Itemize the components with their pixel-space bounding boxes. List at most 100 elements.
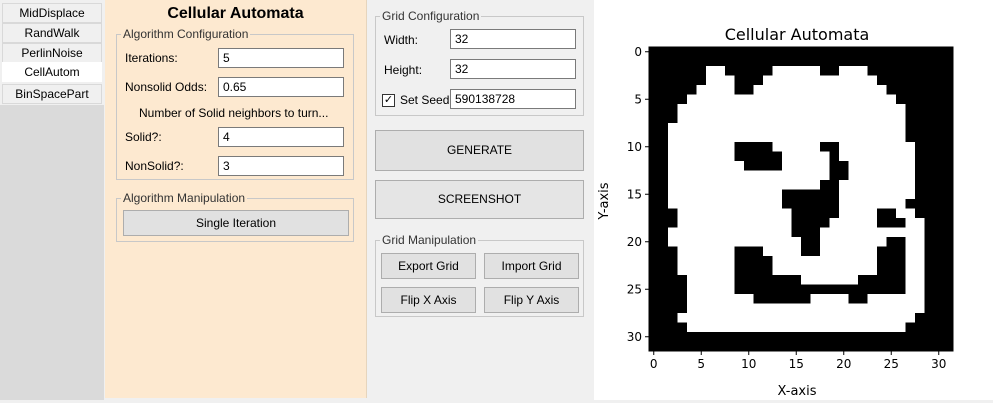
grid-cell xyxy=(858,180,868,190)
height-input[interactable]: 32 xyxy=(450,59,576,79)
grid-cell xyxy=(905,322,916,333)
seed-input[interactable]: 590138728 xyxy=(450,89,576,109)
grid-cell xyxy=(687,208,697,219)
grid-cell xyxy=(649,332,659,342)
x-tick-label: 25 xyxy=(884,357,899,371)
grid-cell xyxy=(734,294,745,304)
flip-x-axis-button[interactable]: Flip X Axis xyxy=(381,287,476,313)
tab-randwalk[interactable]: RandWalk xyxy=(2,23,102,43)
nonsolid-odds-input[interactable]: 0.65 xyxy=(218,77,344,97)
grid-cell xyxy=(820,284,830,295)
grid-cell xyxy=(934,218,944,228)
grid-cell xyxy=(839,332,849,342)
grid-cell xyxy=(782,303,792,314)
grid-cell xyxy=(915,161,925,171)
grid-cell xyxy=(829,208,840,219)
tab-cellautom[interactable]: CellAutom xyxy=(2,62,102,82)
grid-cell xyxy=(715,275,726,285)
grid-cell xyxy=(886,208,897,219)
grid-cell xyxy=(677,218,688,228)
import-grid-button[interactable]: Import Grid xyxy=(484,253,579,279)
grid-cell xyxy=(772,199,783,209)
grid-cell xyxy=(706,75,716,86)
generate-button[interactable]: GENERATE xyxy=(375,130,584,171)
grid-cell xyxy=(858,303,868,314)
grid-cell xyxy=(753,180,764,190)
grid-cell xyxy=(915,47,925,57)
single-iteration-button[interactable]: Single Iteration xyxy=(123,210,349,236)
grid-cell xyxy=(839,189,849,200)
grid-cell xyxy=(696,85,707,95)
tab-middisplace[interactable]: MidDisplace xyxy=(2,3,102,23)
grid-cell xyxy=(924,284,935,295)
flip-y-axis-button[interactable]: Flip Y Axis xyxy=(484,287,579,313)
grid-cell xyxy=(829,161,840,171)
grid-cell xyxy=(734,227,745,238)
tab-perlinnoise[interactable]: PerlinNoise xyxy=(2,43,102,63)
grid-cell xyxy=(839,275,849,285)
grid-cell xyxy=(791,189,802,200)
grid-cell xyxy=(658,113,669,124)
grid-cell xyxy=(924,322,935,333)
width-input[interactable]: 32 xyxy=(450,29,576,49)
grid-cell xyxy=(725,265,735,276)
grid-cell xyxy=(905,208,916,219)
grid-cell xyxy=(839,246,849,257)
grid-cell xyxy=(753,284,764,295)
grid-cell xyxy=(886,341,897,352)
grid-cell xyxy=(924,332,935,342)
grid-cell xyxy=(924,56,935,67)
grid-cell xyxy=(810,256,821,266)
grid-cell xyxy=(791,161,802,171)
grid-cell xyxy=(734,237,745,247)
grid-cell xyxy=(877,227,887,238)
grid-cell xyxy=(763,151,773,162)
grid-cell xyxy=(677,256,688,266)
grid-cell xyxy=(896,322,906,333)
set-seed-checkbox[interactable]: ✓ xyxy=(382,94,395,107)
grid-cell xyxy=(848,47,859,57)
grid-cell xyxy=(858,56,868,67)
nonsolid-input[interactable]: 3 xyxy=(218,156,344,176)
grid-cell xyxy=(715,256,726,266)
grid-cell xyxy=(848,208,859,219)
grid-cell xyxy=(725,218,735,228)
grid-cell xyxy=(744,265,754,276)
grid-cell xyxy=(924,104,935,114)
grid-cell xyxy=(858,332,868,342)
grid-cell xyxy=(734,170,745,181)
grid-cell xyxy=(772,265,783,276)
grid-cell xyxy=(725,113,735,124)
nonsolid-label: NonSolid?: xyxy=(125,159,184,173)
grid-cell xyxy=(801,94,811,105)
grid-cell xyxy=(924,123,935,133)
grid-cell xyxy=(715,75,726,86)
grid-cell xyxy=(744,104,754,114)
grid-cell xyxy=(668,256,678,266)
grid-cell xyxy=(725,47,735,57)
grid-cell xyxy=(715,113,726,124)
grid-cell xyxy=(772,294,783,304)
grid-cell xyxy=(915,265,925,276)
grid-cell xyxy=(829,256,840,266)
grid-cell xyxy=(791,104,802,114)
grid-cell xyxy=(649,47,659,57)
tab-binspacepart[interactable]: BinSpacePart xyxy=(2,84,102,104)
screenshot-button[interactable]: SCREENSHOT xyxy=(375,180,584,219)
grid-cell xyxy=(725,341,735,352)
grid-cell xyxy=(810,66,821,76)
grid-cell xyxy=(782,246,792,257)
grid-cell xyxy=(915,132,925,143)
iterations-input[interactable]: 5 xyxy=(218,48,344,68)
solid-input[interactable]: 4 xyxy=(218,127,344,147)
grid-cell xyxy=(649,75,659,86)
group-label: Algorithm Configuration xyxy=(121,27,251,41)
grid-cell xyxy=(896,303,906,314)
grid-cell xyxy=(886,132,897,143)
grid-cell xyxy=(915,218,925,228)
grid-cell xyxy=(867,85,878,95)
grid-cell xyxy=(924,294,935,304)
grid-cell xyxy=(829,275,840,285)
export-grid-button[interactable]: Export Grid xyxy=(381,253,476,279)
grid-cell xyxy=(687,161,697,171)
